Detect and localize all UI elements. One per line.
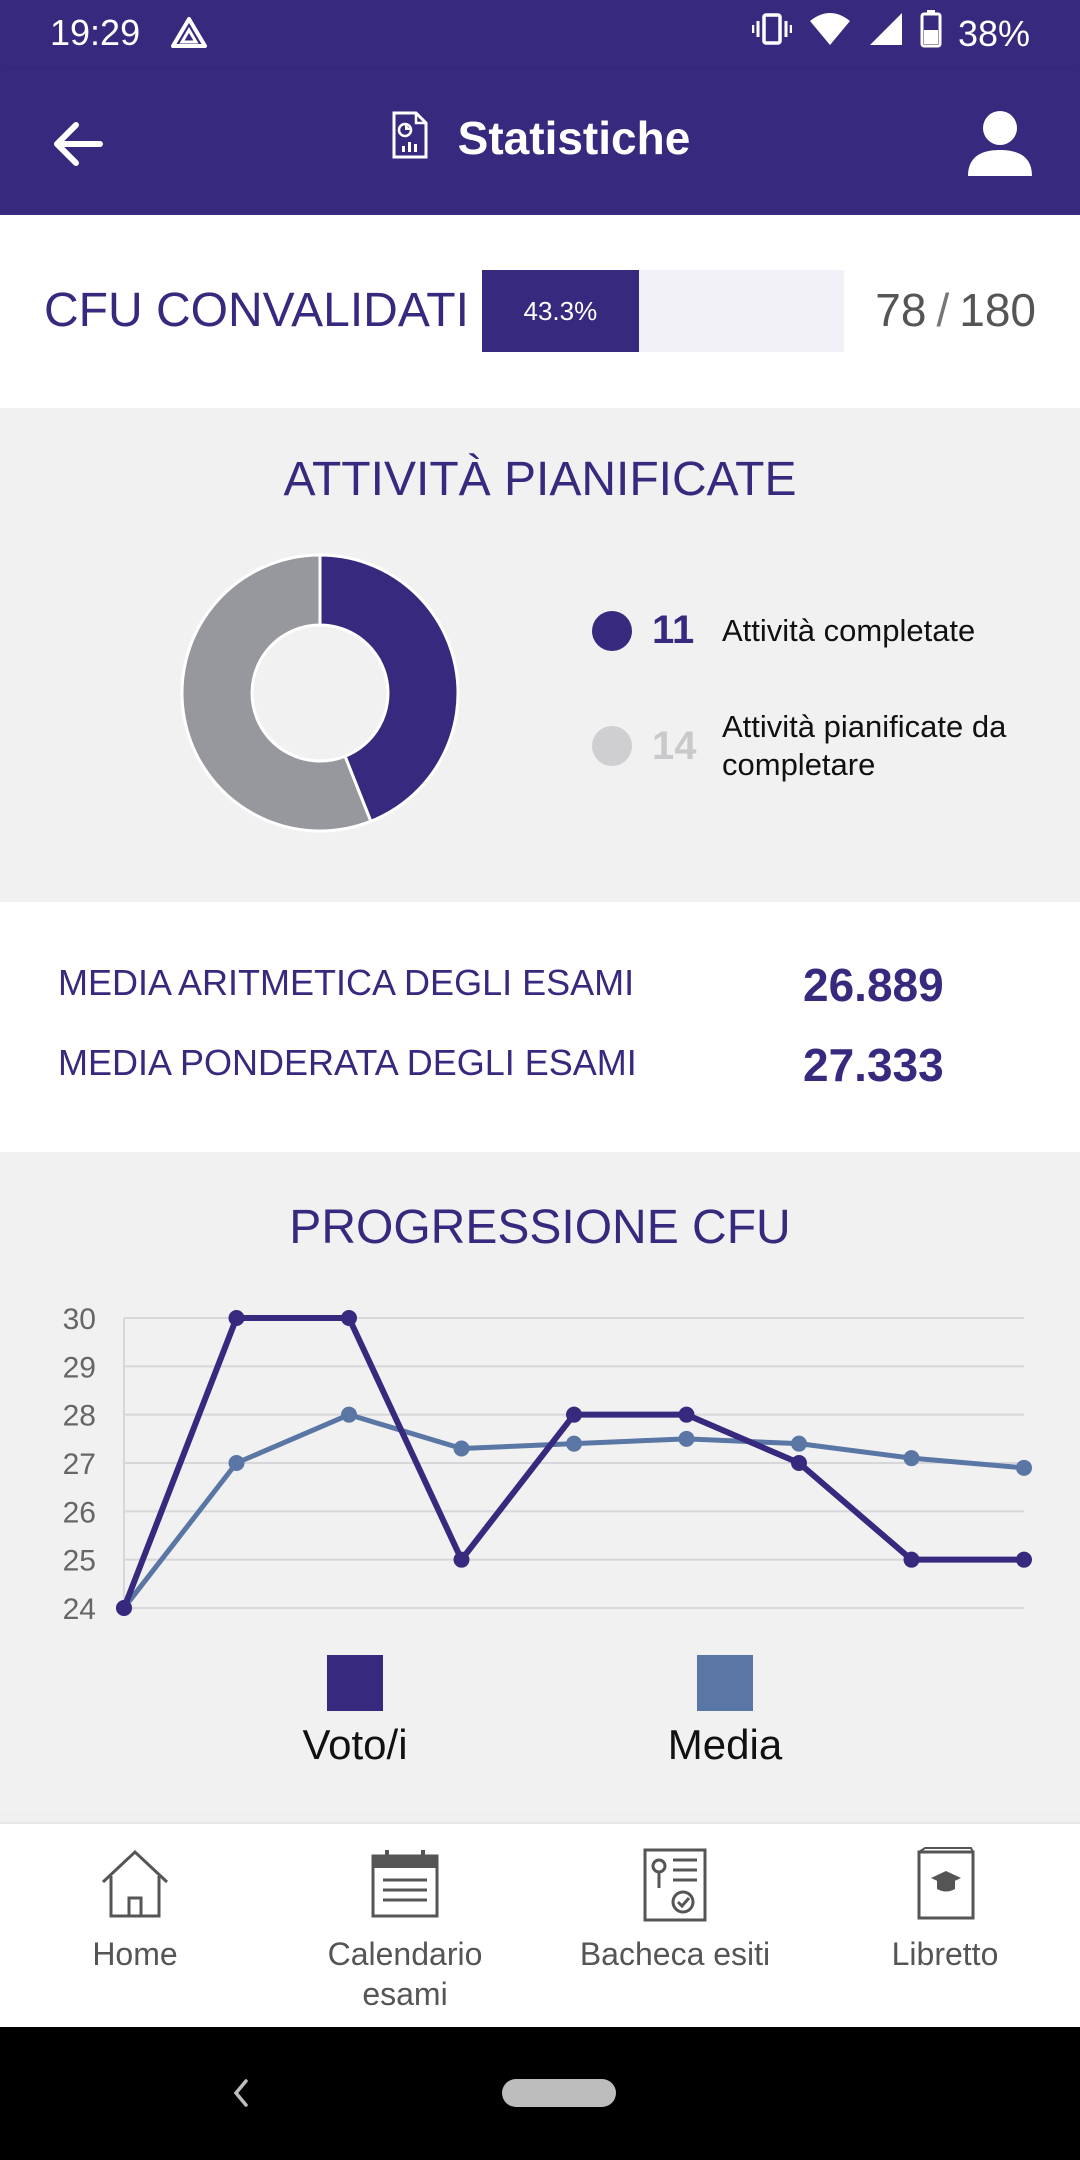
vibrate-icon — [751, 11, 793, 56]
data-point-media — [341, 1406, 357, 1423]
data-point-voto — [228, 1310, 245, 1326]
nav-results-board[interactable]: Bacheca esiti — [540, 1844, 810, 1974]
completed-count: 11 — [652, 608, 695, 652]
y-tick-label: 27 — [63, 1448, 96, 1481]
legend-swatch-media — [697, 1655, 753, 1711]
y-tick-label: 28 — [63, 1400, 96, 1433]
legend-swatch-voto — [327, 1655, 383, 1711]
remaining-count: 14 — [652, 723, 697, 768]
data-point-voto — [903, 1551, 920, 1568]
progression-panel: PROGRESSIONE CFU 30 29 28 27 26 25 24 Voto/i M… — [0, 1152, 1080, 1812]
battery-level: 38% — [957, 12, 1030, 54]
weighted-average-label: MEDIA PONDERATA DEGLI ESAMI — [58, 1042, 637, 1083]
cfu-progress-bar: 43.3% — [482, 270, 844, 352]
cfu-progress-fill — [482, 270, 639, 352]
battery-icon — [920, 10, 942, 57]
legend-series-voto[interactable]: Voto/i — [250, 1655, 460, 1769]
cfu-total: 180 — [959, 284, 1036, 336]
arrow-left-icon[interactable] — [48, 114, 108, 174]
nav-home[interactable]: Home — [0, 1844, 270, 1974]
data-point-media — [566, 1435, 582, 1452]
system-navigation-bar — [0, 2027, 1080, 2160]
signal-icon — [868, 11, 904, 56]
data-point-voto — [453, 1551, 470, 1568]
cfu-percent: 43.3% — [523, 296, 598, 326]
cfu-count: 78 / 180 — [875, 283, 1036, 337]
arithmetic-average-label: MEDIA ARITMETICA DEGLI ESAMI — [58, 962, 635, 1003]
completed-label: Attività completate — [722, 612, 976, 648]
legend-label-voto: Voto/i — [302, 1721, 408, 1768]
bottom-navigation: Home Calendario esami Bacheca esiti Libr… — [0, 1822, 1080, 2027]
y-tick-label: 26 — [63, 1496, 96, 1529]
cfu-label: CFU CONVALIDATI — [44, 284, 469, 337]
system-home-pill[interactable] — [502, 2079, 616, 2107]
nav-booklet[interactable]: Libretto — [810, 1844, 1080, 1974]
nav-calendar[interactable]: Calendario esami — [270, 1844, 540, 2014]
progression-title: PROGRESSIONE CFU — [289, 1201, 791, 1254]
nav-calendar-label: Calendario esami — [327, 1936, 483, 2012]
data-point-voto — [791, 1455, 807, 1471]
y-tick-label: 24 — [63, 1593, 96, 1626]
data-point-voto — [1016, 1551, 1032, 1568]
activities-panel: ATTIVITÀ PIANIFICATE 11 Attività complet… — [0, 408, 1080, 902]
legend-completed: 11 Attività completate — [592, 608, 1062, 653]
data-point-voto — [116, 1600, 132, 1616]
y-tick-label: 30 — [63, 1303, 96, 1336]
cfu-separator: / — [936, 284, 950, 336]
status-bar: 19:29 38% — [0, 0, 1080, 70]
legend-label-media: Media — [667, 1721, 783, 1768]
arithmetic-average-value: 26.889 — [803, 959, 944, 1011]
data-point-media — [678, 1430, 695, 1447]
wifi-icon — [808, 11, 852, 56]
page-title: Statistiche — [457, 111, 691, 164]
data-point-voto — [678, 1406, 695, 1423]
report-icon — [390, 110, 430, 165]
data-point-media — [1016, 1459, 1032, 1476]
booklet-icon — [917, 1847, 975, 1920]
home-icon — [101, 1849, 169, 1918]
app-bar-title-group: Statistiche — [0, 110, 1080, 165]
legend-series-media[interactable]: Media — [620, 1655, 830, 1769]
data-point-media — [903, 1450, 920, 1467]
status-time: 19:29 — [50, 12, 141, 53]
data-point-media — [228, 1455, 245, 1471]
system-back-icon[interactable] — [228, 2073, 252, 2118]
results-board-icon — [643, 1848, 707, 1922]
averages-panel: MEDIA ARITMETICA DEGLI ESAMI 26.889 MEDI… — [0, 902, 1080, 1152]
activities-donut-chart — [180, 553, 460, 833]
weighted-average-value: 27.333 — [803, 1039, 944, 1091]
nav-results-board-label: Bacheca esiti — [579, 1936, 771, 1972]
drive-icon — [170, 16, 208, 55]
cfu-completed: 78 — [875, 284, 927, 336]
progression-line-chart: 30 29 28 27 26 25 24 — [63, 1303, 1032, 1626]
donut-slice-completed — [318, 553, 460, 824]
remaining-dot-icon — [592, 726, 632, 766]
app-bar: Statistiche — [0, 70, 1080, 215]
legend-remaining: 14 Attività pianificate da completare — [592, 708, 1062, 784]
remaining-label: Attività pianificate da completare — [722, 709, 1007, 782]
activities-title: ATTIVITÀ PIANIFICATE — [283, 453, 797, 506]
data-point-voto — [341, 1310, 357, 1326]
nav-home-label: Home — [92, 1936, 178, 1972]
calendar-icon — [371, 1850, 439, 1918]
cfu-panel: CFU CONVALIDATI 43.3% 78 / 180 — [0, 215, 1080, 408]
user-icon[interactable] — [964, 106, 1036, 178]
nav-booklet-label: Libretto — [891, 1936, 999, 1972]
y-tick-label: 29 — [63, 1351, 96, 1384]
y-tick-label: 25 — [63, 1545, 96, 1578]
completed-dot-icon — [592, 610, 632, 651]
data-point-media — [453, 1440, 470, 1457]
donut-slice-remaining — [180, 553, 373, 833]
data-point-voto — [566, 1406, 582, 1423]
data-point-media — [791, 1435, 807, 1452]
